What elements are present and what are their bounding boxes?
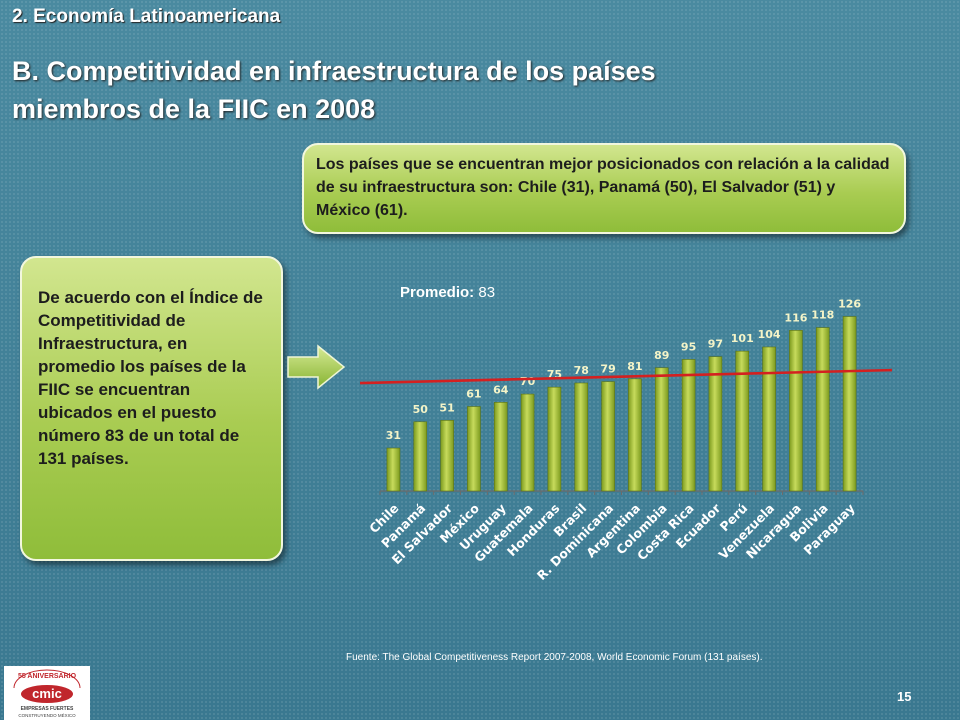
bar [628,378,642,492]
bar [601,381,615,492]
bar [547,386,562,492]
data-label: 61 [466,388,481,401]
data-label: 95 [681,340,696,353]
svg-text:CONSTRUYENDO MÉXICO: CONSTRUYENDO MÉXICO [18,712,76,718]
average-label-value: 83 [478,284,496,301]
bar [386,447,401,492]
bar [467,406,481,492]
data-label: 50 [413,403,429,416]
svg-text:EMPRESAS FUERTES: EMPRESAS FUERTES [21,706,74,712]
source-note: Fuente: The Global Competitiveness Repor… [346,652,763,663]
data-label: 116 [784,311,807,324]
callout-top: Los países que se encuentran mejor posic… [302,143,906,234]
slide-title: B. Competitividad en infraestructura de … [12,56,656,124]
data-label: 126 [838,298,861,311]
arrow-right-icon [287,344,346,390]
average-label: Promedio: 83 [400,284,495,301]
data-label: 70 [520,375,536,388]
average-line [359,368,893,385]
data-label: 104 [758,328,781,341]
data-label: 89 [654,349,669,362]
bar [413,421,428,492]
cmic-logo: 55 ANIVERSARIO cmic EMPRESAS FUERTES CON… [4,666,90,720]
data-label: 97 [708,338,723,351]
data-label: 78 [574,364,589,377]
bar [708,356,723,492]
data-label: 31 [386,429,401,442]
bar [574,382,589,492]
section-title: 2. Economía Latinoamericana [12,6,281,27]
callout-left: De acuerdo con el Índice de Competitivid… [20,256,283,561]
bar [789,330,803,492]
bar [654,367,669,492]
bar [681,359,696,492]
data-label: 81 [627,360,642,373]
bar [815,327,830,492]
bar [735,350,750,492]
bar [440,420,454,492]
svg-text:55 ANIVERSARIO: 55 ANIVERSARIO [18,673,77,680]
bar [762,346,776,492]
data-label: 101 [731,332,754,345]
data-label: 79 [600,363,615,376]
svg-text:cmic: cmic [32,686,62,701]
average-label-text: Promedio: [400,284,475,301]
data-label: 118 [811,309,834,322]
bar [493,402,508,492]
page-number: 15 [897,689,912,704]
bar [520,393,535,492]
data-label: 64 [493,383,509,396]
data-label: 51 [439,401,454,414]
bar [842,316,857,492]
